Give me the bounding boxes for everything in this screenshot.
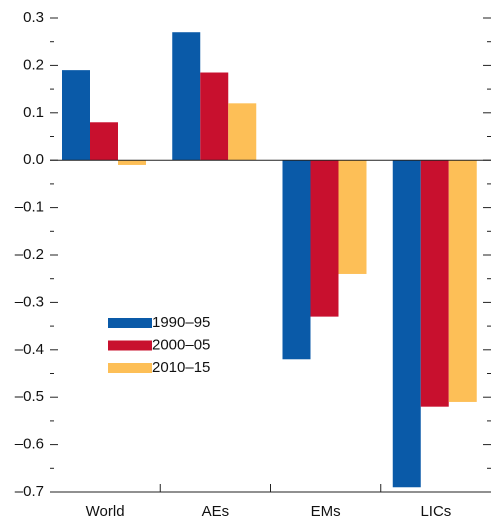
x-tick-label: LICs: [420, 503, 451, 520]
bar: [420, 160, 449, 407]
bar: [228, 103, 257, 161]
bar: [118, 160, 146, 165]
bar: [310, 160, 339, 317]
legend-swatch: [108, 340, 152, 351]
legend-label: 2000–05: [152, 336, 210, 353]
bar: [392, 160, 421, 488]
legend-label: 1990–95: [152, 314, 210, 331]
legend-swatch: [108, 318, 152, 328]
x-tick-label: EMs: [311, 503, 341, 520]
y-tick-label: 0.3: [23, 9, 44, 26]
y-tick-label: –0.3: [15, 293, 44, 310]
x-tick-label: AEs: [202, 503, 230, 520]
y-tick-label: –0.7: [15, 483, 44, 500]
y-tick-label: –0.1: [15, 199, 44, 216]
bar: [282, 160, 311, 360]
bar: [62, 70, 90, 161]
y-tick-label: –0.6: [15, 436, 44, 453]
y-tick-label: 0.2: [23, 56, 44, 73]
legend-label: 2010–15: [152, 359, 210, 376]
bar: [90, 122, 118, 161]
bar: [338, 160, 367, 274]
bar: [448, 160, 477, 402]
legend-swatch: [108, 363, 152, 373]
x-tick-label: World: [86, 503, 125, 520]
y-tick-label: –0.4: [15, 341, 44, 358]
bar: [200, 72, 229, 161]
y-tick-label: 0.1: [23, 104, 44, 121]
y-tick-label: 0.0: [23, 151, 44, 168]
y-tick-label: –0.2: [15, 246, 44, 263]
bar: [172, 32, 201, 161]
y-tick-label: –0.5: [15, 388, 44, 405]
